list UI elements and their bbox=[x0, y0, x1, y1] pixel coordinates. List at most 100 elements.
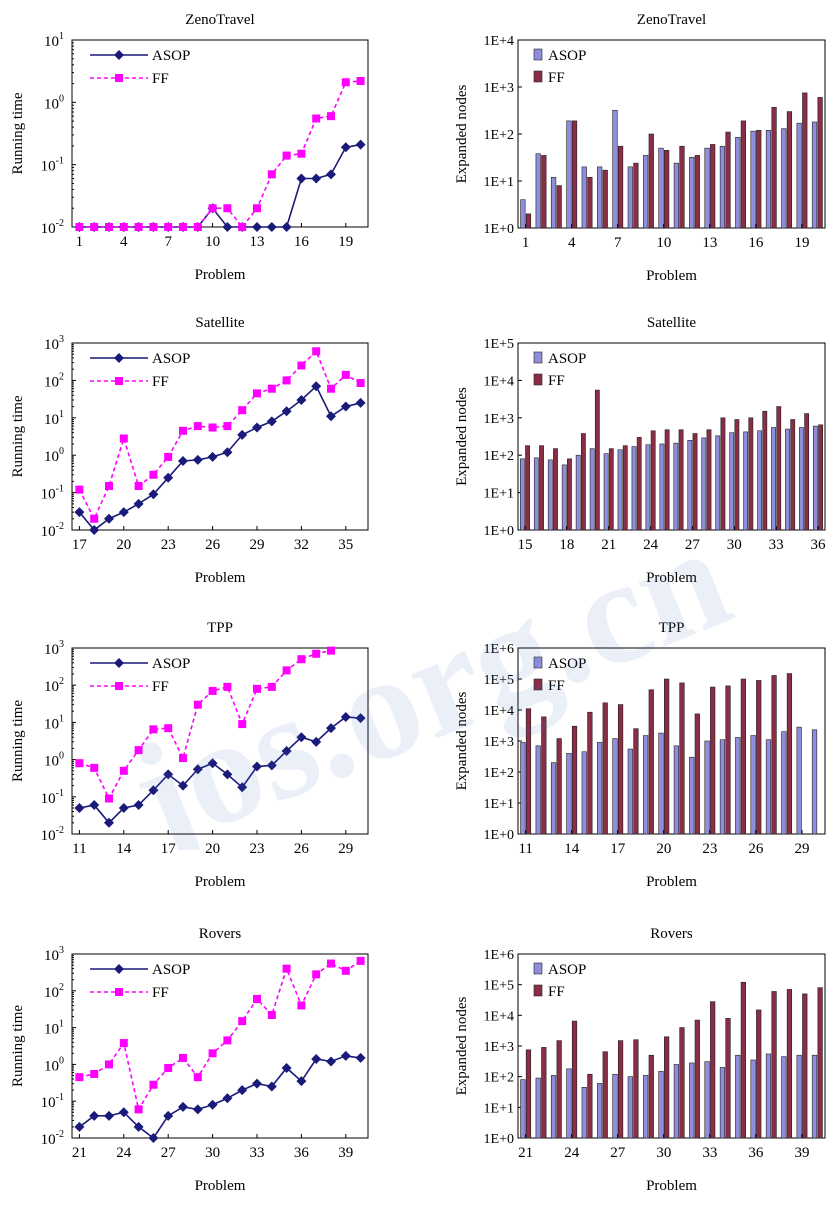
y-tick-exponent: 3 bbox=[59, 334, 64, 345]
legend-swatch-ff bbox=[533, 984, 543, 997]
data-point bbox=[90, 763, 99, 772]
bar bbox=[771, 427, 776, 531]
bar bbox=[581, 166, 587, 229]
legend: ASOP FF bbox=[90, 351, 190, 390]
bar bbox=[541, 716, 547, 835]
x-tick-label: 7 bbox=[164, 234, 172, 250]
bar bbox=[550, 1075, 557, 1139]
legend: ASOP FF bbox=[90, 656, 190, 695]
bar bbox=[541, 1047, 547, 1139]
x-tick-label: 23 bbox=[702, 841, 717, 857]
bar bbox=[771, 675, 777, 835]
bar bbox=[796, 726, 802, 835]
chart-4: Satellite Problem Expanded nodes 1E+0 1E+1 1E… bbox=[454, 315, 826, 586]
legend-swatch-asop bbox=[533, 962, 543, 975]
bar bbox=[781, 1056, 787, 1139]
data-point bbox=[355, 139, 366, 150]
bar bbox=[799, 427, 804, 531]
x-tick-label: 4 bbox=[568, 235, 576, 251]
bar bbox=[650, 430, 656, 531]
data-point bbox=[340, 142, 351, 153]
y-tick-exponent: -1 bbox=[56, 156, 64, 167]
bar bbox=[525, 213, 532, 229]
y-tick-label: 103 bbox=[44, 945, 64, 964]
y-tick-label: 10-2 bbox=[41, 825, 64, 844]
bar bbox=[533, 457, 539, 531]
y-tick-base: 10 bbox=[44, 449, 59, 465]
y-tick-label: 1E+6 bbox=[484, 948, 514, 963]
bar bbox=[786, 989, 793, 1139]
data-point bbox=[252, 1078, 262, 1089]
data-point bbox=[192, 764, 203, 775]
data-point bbox=[119, 766, 128, 775]
x-tick-label: 32 bbox=[294, 537, 309, 553]
bar bbox=[735, 737, 741, 835]
chart-title: TPP bbox=[659, 620, 685, 636]
x-tick-label: 7 bbox=[614, 235, 622, 251]
bar bbox=[765, 739, 772, 835]
x-tick-label: 26 bbox=[205, 537, 221, 553]
y-tick-exponent: 3 bbox=[59, 945, 64, 956]
data-point bbox=[193, 223, 202, 231]
legend-swatch-asop bbox=[533, 48, 543, 61]
data-point bbox=[148, 489, 159, 500]
bar bbox=[748, 417, 754, 531]
legend-label-asop: ASOP bbox=[548, 656, 586, 672]
data-point bbox=[134, 223, 143, 231]
data-point bbox=[149, 725, 158, 734]
data-point bbox=[104, 1110, 114, 1121]
bar bbox=[556, 738, 562, 835]
y-tick-label: 101 bbox=[44, 31, 64, 50]
y-tick-label: 1E+3 bbox=[484, 1040, 514, 1055]
bar bbox=[597, 742, 603, 835]
bar bbox=[756, 680, 762, 835]
data-point bbox=[238, 406, 247, 415]
plot-frame bbox=[71, 647, 369, 835]
data-point bbox=[326, 411, 336, 422]
data-point bbox=[222, 769, 233, 780]
data-point bbox=[192, 454, 203, 465]
y-tick-label: 1E+6 bbox=[484, 642, 514, 657]
data-point bbox=[282, 964, 291, 973]
bar bbox=[786, 111, 793, 229]
data-point bbox=[179, 754, 187, 763]
data-point bbox=[105, 482, 113, 491]
bar bbox=[658, 732, 664, 835]
y-tick-label: 1E+4 bbox=[484, 1009, 514, 1024]
bar bbox=[636, 437, 642, 531]
legend-swatch-ff bbox=[533, 373, 543, 386]
series-asop bbox=[519, 425, 818, 531]
series-ff bbox=[525, 981, 823, 1139]
bar bbox=[719, 1067, 726, 1139]
bar bbox=[701, 437, 707, 531]
data-point bbox=[238, 720, 247, 729]
data-point bbox=[327, 112, 335, 121]
bar bbox=[743, 431, 749, 531]
x-tick-label: 20 bbox=[205, 841, 220, 857]
data-point bbox=[119, 223, 128, 231]
bar bbox=[715, 435, 721, 531]
x-tick-label: 36 bbox=[811, 537, 827, 553]
series-ff bbox=[75, 646, 335, 803]
y-tick-base: 10 bbox=[44, 948, 59, 964]
data-point bbox=[89, 525, 100, 535]
y-tick-exponent: 0 bbox=[59, 751, 64, 762]
y-tick-label: 10-1 bbox=[41, 484, 64, 503]
legend-swatch-asop bbox=[533, 656, 543, 669]
y-tick-exponent: -2 bbox=[56, 521, 64, 532]
data-point bbox=[312, 649, 321, 658]
y-tick-label: 1E+0 bbox=[484, 524, 514, 539]
legend-swatch-ff bbox=[533, 70, 543, 83]
y-tick-base: 10 bbox=[41, 159, 56, 175]
series-asop bbox=[74, 711, 366, 828]
bar bbox=[525, 1049, 532, 1139]
data-point bbox=[252, 422, 262, 433]
y-tick-exponent: 0 bbox=[59, 446, 64, 457]
bar bbox=[535, 1077, 541, 1139]
data-point bbox=[223, 422, 232, 431]
y-tick-exponent: -2 bbox=[56, 825, 64, 836]
bar bbox=[771, 106, 777, 229]
x-axis-label: Problem bbox=[646, 570, 697, 586]
